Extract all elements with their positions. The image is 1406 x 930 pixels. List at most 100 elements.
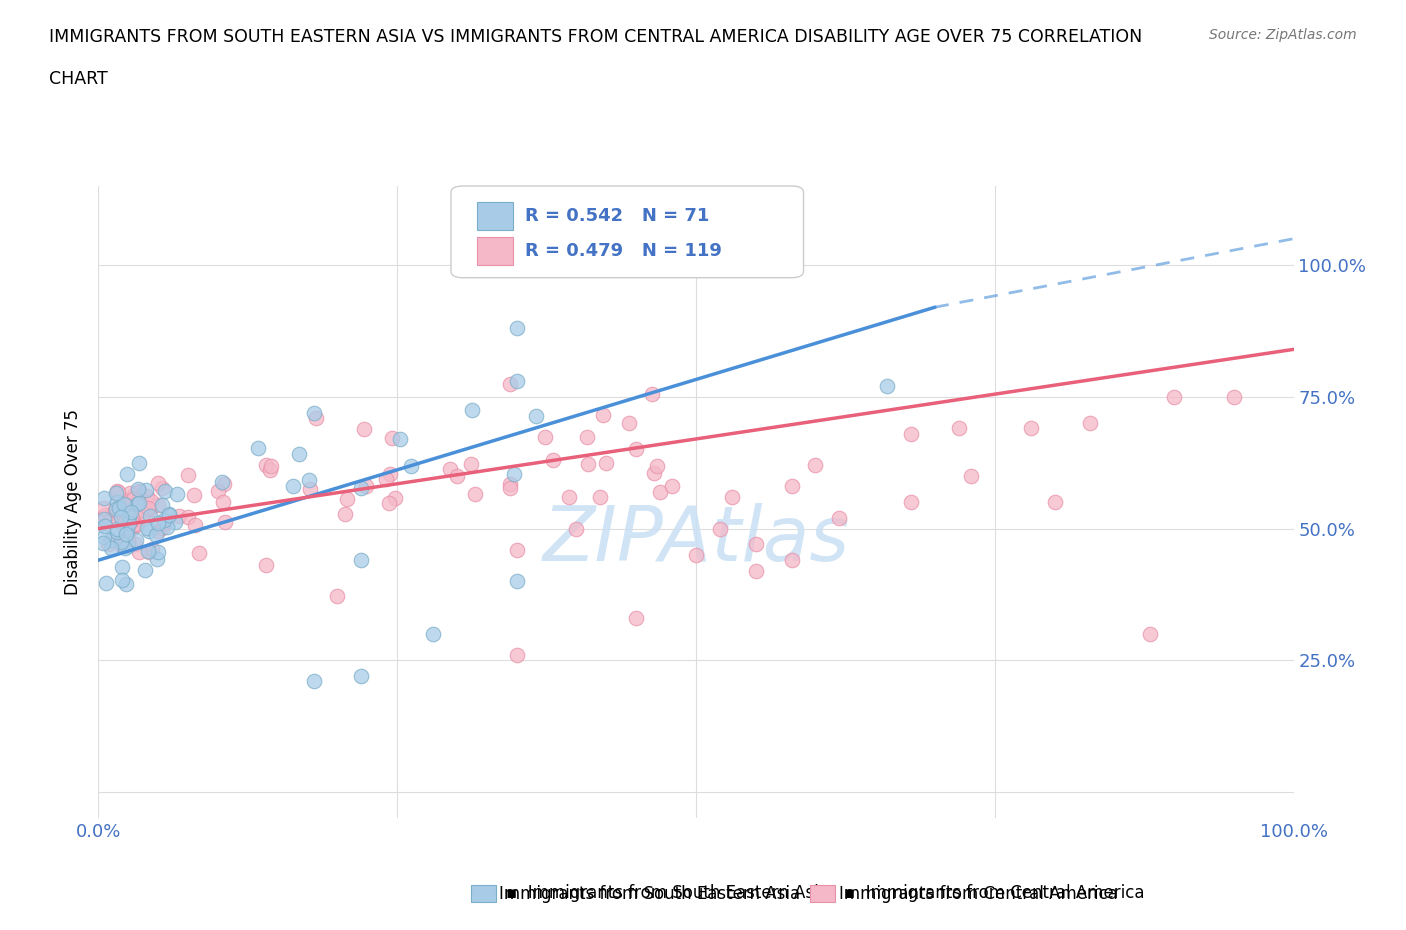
Point <box>661 479 683 494</box>
Point <box>121 491 143 506</box>
Point <box>105 522 128 537</box>
Point <box>188 545 211 560</box>
Point <box>460 457 482 472</box>
Point <box>150 498 173 512</box>
Point <box>626 611 648 626</box>
Point <box>115 466 138 481</box>
Point <box>948 421 970 436</box>
FancyBboxPatch shape <box>451 186 804 278</box>
Point <box>336 492 359 507</box>
Point <box>134 563 156 578</box>
Point <box>288 446 311 461</box>
Point <box>350 669 373 684</box>
Point <box>381 431 404 445</box>
Point <box>93 512 115 526</box>
Point <box>900 495 922 510</box>
Point <box>128 485 150 499</box>
Point <box>685 548 707 563</box>
Point <box>461 403 484 418</box>
Text: ▪  Immigrants from Central America: ▪ Immigrants from Central America <box>844 884 1144 902</box>
Point <box>110 510 132 525</box>
Point <box>115 577 138 591</box>
Point <box>117 534 139 549</box>
Point <box>260 459 283 474</box>
Point <box>124 517 146 532</box>
Point <box>118 509 141 524</box>
Point <box>122 487 145 502</box>
Point <box>94 508 117 523</box>
Point <box>503 466 526 481</box>
Point <box>353 422 375 437</box>
Point <box>464 486 486 501</box>
Point <box>115 498 138 512</box>
Point <box>135 502 157 517</box>
Text: ▪  Immigrants from South Eastern Asia: ▪ Immigrants from South Eastern Asia <box>506 884 830 902</box>
Point <box>298 481 321 496</box>
Point <box>150 521 173 536</box>
Point <box>121 520 143 535</box>
Point <box>350 481 373 496</box>
Point <box>146 545 169 560</box>
Point <box>127 497 149 512</box>
Point <box>93 501 115 516</box>
Point <box>100 532 122 547</box>
Point <box>138 524 160 538</box>
Point <box>828 511 851 525</box>
Point <box>93 491 115 506</box>
Point <box>146 551 169 566</box>
Point <box>960 469 983 484</box>
Point <box>177 468 200 483</box>
Point <box>254 458 277 472</box>
Point <box>302 405 325 420</box>
Point <box>114 540 136 555</box>
Point <box>110 535 132 550</box>
Point <box>115 528 138 543</box>
Text: CHART: CHART <box>49 70 108 87</box>
Point <box>120 485 142 500</box>
Point <box>105 525 128 539</box>
Point <box>111 533 134 548</box>
Point <box>107 485 129 499</box>
Point <box>94 519 117 534</box>
Point <box>153 484 176 498</box>
Point <box>1139 627 1161 642</box>
Point <box>302 674 325 689</box>
Point <box>128 495 150 510</box>
Point <box>105 501 128 516</box>
Point <box>645 458 668 473</box>
Point <box>117 534 139 549</box>
Point <box>108 491 131 506</box>
Point <box>184 517 207 532</box>
Point <box>125 532 148 547</box>
Point <box>135 489 157 504</box>
Point <box>105 495 128 510</box>
Point <box>211 495 233 510</box>
Point <box>499 377 522 392</box>
Point <box>254 558 277 573</box>
Point <box>148 476 170 491</box>
Point <box>526 408 548 423</box>
Point <box>100 540 122 555</box>
Point <box>108 537 131 551</box>
Point <box>506 321 529 336</box>
Text: Immigrants from Central America: Immigrants from Central America <box>839 884 1118 903</box>
Point <box>91 536 114 551</box>
Point <box>499 480 522 495</box>
Point <box>298 472 321 487</box>
Point <box>94 576 117 591</box>
Point <box>177 509 200 524</box>
Point <box>534 430 557 445</box>
Point <box>131 509 153 524</box>
Point <box>104 502 127 517</box>
Point <box>111 559 134 574</box>
Point <box>146 524 169 538</box>
Point <box>127 481 149 496</box>
Point <box>125 518 148 533</box>
Point <box>135 483 157 498</box>
Point <box>378 466 401 481</box>
Point <box>648 485 672 499</box>
Point <box>506 647 529 662</box>
Point <box>100 514 122 529</box>
Point <box>499 476 522 491</box>
Text: R = 0.542   N = 71: R = 0.542 N = 71 <box>524 206 710 225</box>
